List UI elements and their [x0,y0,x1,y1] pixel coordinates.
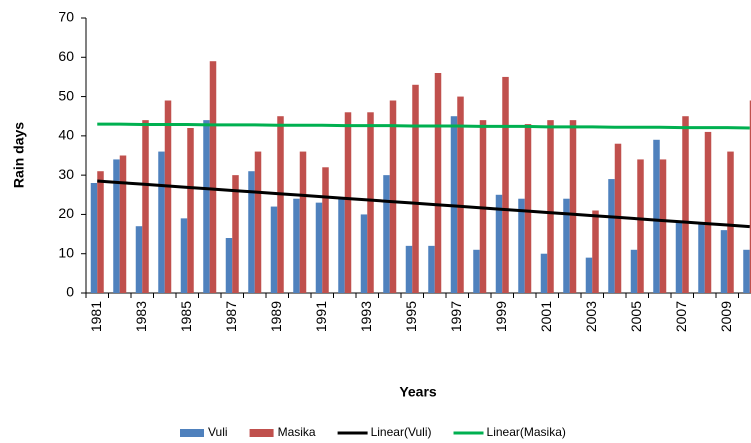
x-tick-label: 1983 [133,301,149,332]
bar [119,155,127,293]
bar [743,249,750,293]
bar [585,257,593,293]
bar [338,198,345,293]
y-tick-label: 30 [58,166,74,182]
y-axis-title: Rain days [11,122,27,188]
bar [97,171,104,293]
x-tick-label: 2003 [583,301,599,332]
legend-label: Linear(Masika) [487,425,566,439]
bar [158,151,165,293]
x-tick-label: 1997 [448,301,464,332]
y-tick-label: 20 [58,205,74,221]
bar [180,218,188,293]
y-tick-label: 70 [58,9,74,25]
bar [547,120,554,294]
bar [187,128,194,293]
bar [637,159,644,293]
bar [270,206,278,293]
bar [563,198,570,293]
legend-label: Vuli [208,425,228,439]
trend-line [97,122,750,130]
x-tick-label: 1999 [493,301,509,332]
trend-line [97,179,750,229]
x-tick-label: 2009 [718,301,734,332]
bar [720,230,728,293]
x-axis-title: Years [399,384,437,400]
bar [367,112,374,294]
bar [164,100,172,293]
bar [383,175,390,293]
bar [592,210,599,293]
y-tick-label: 40 [58,127,74,143]
bar [293,198,300,293]
bar [608,179,615,293]
bar [540,253,548,293]
bar [322,167,329,293]
bar [659,159,667,293]
x-tick-label: 1995 [403,301,419,332]
legend-label: Masika [278,425,316,439]
x-tick-label: 2005 [628,301,644,332]
bar [518,198,525,293]
bar [135,226,143,293]
bar [653,139,660,293]
bar [524,124,532,293]
x-tick-label: 1987 [223,301,239,332]
bar [232,175,239,293]
legend-label: Linear(Vuli) [371,425,432,439]
x-tick-label: 1993 [358,301,374,332]
bar [675,222,683,293]
y-tick-label: 50 [58,87,74,103]
bar [248,171,255,293]
bar [727,151,734,293]
bar [225,238,233,293]
legend-swatch [180,429,204,437]
x-tick-label: 1985 [178,301,194,332]
bar [428,245,435,293]
legend-swatch [249,429,274,437]
bar [209,61,217,293]
y-tick-label: 10 [58,244,74,260]
x-tick-label: 2007 [673,301,689,332]
bar [434,73,442,293]
bar [113,159,120,293]
bar [142,120,149,294]
bar [389,100,397,293]
bar [749,100,751,293]
bar [90,183,98,293]
bar [360,214,368,293]
bar [457,96,464,293]
x-tick-label: 1989 [268,301,284,332]
bar [502,76,509,293]
bar [203,120,210,294]
bar [473,249,480,293]
y-tick-label: 0 [66,284,74,300]
bar [630,249,638,293]
y-tick-label: 60 [58,48,74,64]
bar [315,202,323,293]
bar [495,194,503,293]
x-tick-label: 2001 [538,301,554,332]
bar [405,245,413,293]
bar [344,112,352,294]
bar [412,84,419,294]
bar [254,151,262,293]
x-tick-label: 1981 [88,301,104,332]
x-tick-label: 1991 [313,301,329,332]
bar [682,116,689,293]
bar [569,120,577,294]
bar [299,151,307,293]
bar [698,222,705,293]
bar [704,131,712,293]
bar [277,116,284,293]
